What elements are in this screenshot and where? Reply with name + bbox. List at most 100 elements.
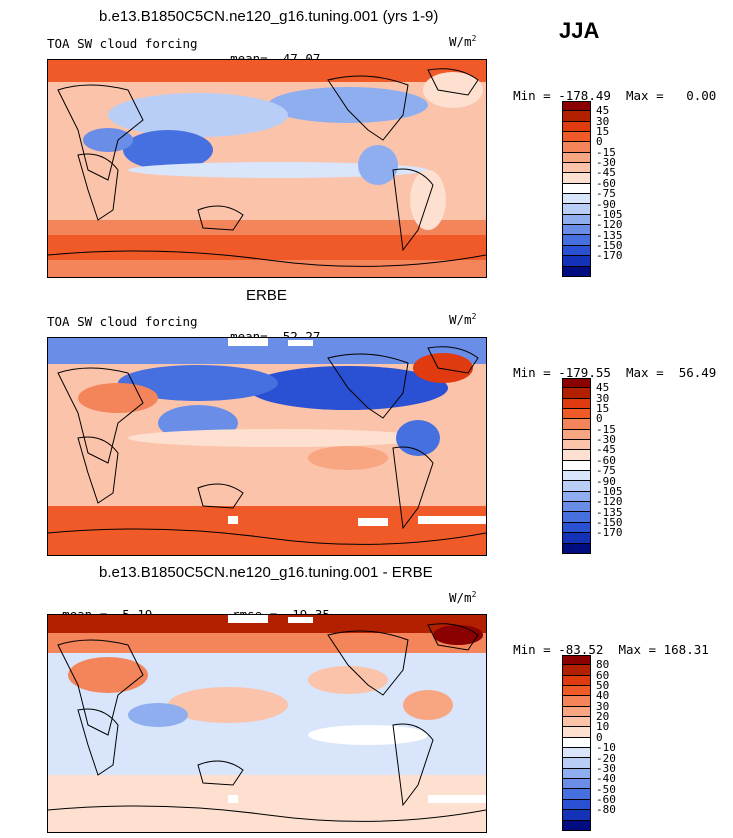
- panel3-colorbar: 80 60 50 40 30 20 10 0 -10 -20 -30 -40 -50 -60 -80: [562, 655, 616, 831]
- colorbar-cell: [562, 748, 591, 759]
- colorbar-tick-label: -60: [596, 453, 616, 467]
- colorbar-tick-label: 45: [596, 104, 610, 118]
- colorbar-cell: [562, 142, 591, 153]
- colorbar-cell: [562, 173, 591, 184]
- colorbar-tick-label: -45: [596, 443, 616, 457]
- colorbar-cell: [562, 471, 591, 482]
- season-label: JJA: [559, 18, 600, 43]
- panel1-units: W/m2: [449, 34, 477, 50]
- colorbar-tick-label: 10: [596, 720, 610, 734]
- colorbar-cell: [562, 194, 591, 205]
- colorbar-cell: [562, 398, 591, 410]
- panel2-minmax: Min = -179.55 Max = 56.49: [513, 365, 717, 380]
- colorbar-tick-label: -15: [596, 145, 616, 159]
- colorbar-tick-label: -170: [596, 526, 623, 540]
- colorbar-tick-label: -150: [596, 515, 623, 529]
- colorbar-tick-label: 30: [596, 699, 610, 713]
- colorbar-tick-label: -45: [596, 166, 616, 180]
- colorbar-cell: [562, 440, 591, 451]
- colorbar-cell: [562, 512, 591, 523]
- colorbar-cell: [562, 737, 591, 749]
- colorbar-tick-label: 0: [596, 730, 603, 744]
- colorbar-cell: [562, 522, 591, 534]
- colorbar-cell: [562, 706, 591, 718]
- colorbar-tick-label: -90: [596, 474, 616, 488]
- panel1-variable: TOA SW cloud forcing: [47, 36, 198, 51]
- panel3-minmax: Min = -83.52 Max = 168.31: [513, 642, 709, 657]
- colorbar-cell: [562, 727, 591, 738]
- panel1-colorbar: 45 30 15 0 -15 -30 -45 -60 -75 -90 -105 -120 -135 -15…: [562, 101, 623, 277]
- panel1-map-svg: [48, 60, 486, 277]
- panel2-units: W/m2: [449, 312, 477, 328]
- colorbar-cell: [562, 163, 591, 174]
- colorbar-tick-label: -75: [596, 187, 616, 201]
- colorbar-cell: [562, 789, 591, 800]
- colorbar-cell: [562, 481, 591, 492]
- panel2-map-svg: [48, 338, 486, 555]
- colorbar-tick-label: 60: [596, 668, 610, 682]
- colorbar-tick-label: -75: [596, 464, 616, 478]
- colorbar-cell: [562, 204, 591, 215]
- colorbar-tick-label: -135: [596, 505, 623, 519]
- colorbar-cell: [562, 235, 591, 246]
- colorbar-cell: [562, 758, 591, 769]
- colorbar-tick-label: 45: [596, 381, 610, 395]
- colorbar-tick-label: -40: [596, 772, 616, 786]
- colorbar-tick-label: -120: [596, 218, 623, 232]
- colorbar-cell: [562, 152, 591, 164]
- colorbar-tick-label: -170: [596, 249, 623, 263]
- colorbar-cell: [562, 132, 591, 143]
- colorbar-cell: [562, 225, 591, 236]
- colorbar-cell: [562, 419, 591, 430]
- colorbar-cell: [562, 183, 591, 195]
- panel3-map-svg: [48, 615, 486, 832]
- colorbar-cell: [562, 388, 591, 399]
- colorbar-tick-label: -30: [596, 761, 616, 775]
- colorbar-cell: [562, 111, 591, 122]
- colorbar-tick-label: -60: [596, 176, 616, 190]
- colorbar-cell: [562, 502, 591, 513]
- colorbar-tick-label: 15: [596, 125, 610, 139]
- panel2-title: ERBE: [246, 287, 287, 304]
- colorbar-cell: [562, 768, 591, 780]
- panel1-title: b.e13.B1850C5CN.ne120_g16.tuning.001 (yr…: [99, 8, 439, 25]
- colorbar-cell: [562, 675, 591, 687]
- colorbar-cell: [562, 717, 591, 728]
- colorbar-cell: [562, 214, 591, 226]
- colorbar-cell: [562, 665, 591, 676]
- colorbar-tick-label: -20: [596, 751, 616, 765]
- panel3-title: b.e13.B1850C5CN.ne120_g16.tuning.001 - E…: [99, 564, 433, 581]
- colorbar-tick-label: 30: [596, 114, 610, 128]
- colorbar-tick-label: -105: [596, 207, 623, 221]
- colorbar-tick-label: 0: [596, 412, 603, 426]
- colorbar-cell: [562, 266, 591, 277]
- colorbar-cell: [562, 533, 591, 544]
- panel2-colorbar: 45 30 15 0 -15 -30 -45 -60 -75 -90 -105 -120 -135 -15…: [562, 378, 623, 554]
- colorbar-cell: [562, 460, 591, 472]
- colorbar-cell: [562, 810, 591, 821]
- colorbar-tick-label: 0: [596, 135, 603, 149]
- colorbar-cell: [562, 686, 591, 697]
- colorbar-cell: [562, 655, 591, 666]
- panel3-map: [47, 614, 487, 833]
- colorbar-cell: [562, 378, 591, 389]
- colorbar-cell: [562, 799, 591, 811]
- colorbar-tick-label: 50: [596, 679, 610, 693]
- colorbar-tick-label: 15: [596, 402, 610, 416]
- colorbar-cell: [562, 820, 591, 831]
- colorbar-tick-label: -120: [596, 495, 623, 509]
- colorbar-cell: [562, 429, 591, 441]
- colorbar-cell: [562, 779, 591, 790]
- panel1-minmax: Min = -178.49 Max = 0.00: [513, 88, 717, 103]
- colorbar-cell: [562, 409, 591, 420]
- colorbar-cell: [562, 256, 591, 267]
- colorbar-tick-label: 40: [596, 689, 610, 703]
- colorbar-tick-label: -30: [596, 156, 616, 170]
- colorbar-tick-label: -90: [596, 197, 616, 211]
- colorbar-cell: [562, 245, 591, 257]
- panel3-units: W/m2: [449, 590, 477, 606]
- colorbar-tick-label: -30: [596, 433, 616, 447]
- colorbar-tick-label: -150: [596, 238, 623, 252]
- colorbar-cell: [562, 491, 591, 503]
- colorbar-tick-label: -10: [596, 741, 616, 755]
